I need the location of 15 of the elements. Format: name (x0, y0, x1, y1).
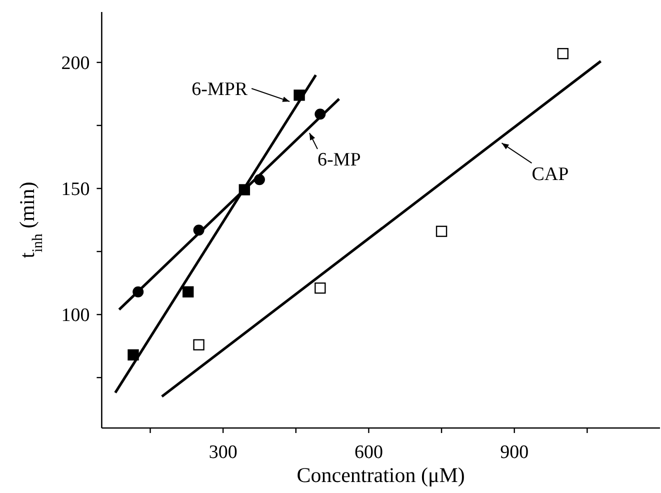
point (557, 48, 569, 60)
annotation: CAP (532, 164, 569, 185)
annotation: 6-MPR (192, 79, 248, 100)
y-tick-label: 150 (61, 179, 90, 200)
point (314, 282, 326, 294)
y-tick-label: 100 (61, 305, 90, 326)
x-tick-label: 300 (208, 442, 238, 463)
x-tick-label: 600 (354, 442, 383, 463)
y-tick-label: 200 (61, 53, 90, 74)
point (436, 226, 448, 237)
point (193, 339, 204, 350)
point (182, 286, 194, 298)
x-axis-title: Concentration (μM) (296, 463, 465, 487)
annotation: 6-MP (317, 150, 361, 171)
x-tick-label: 900 (500, 442, 529, 463)
